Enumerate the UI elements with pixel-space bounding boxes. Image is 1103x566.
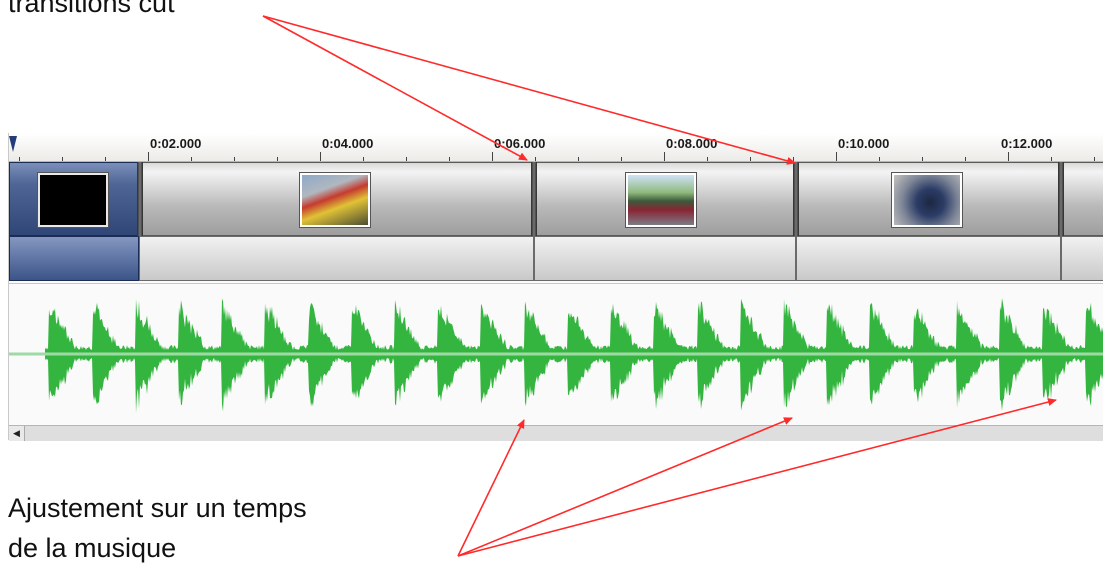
ruler-tick	[793, 157, 794, 161]
ruler-tick	[750, 157, 751, 161]
ruler-tick	[191, 157, 192, 161]
overlay-clip[interactable]	[139, 236, 534, 281]
ruler-tick	[19, 157, 20, 161]
ruler-tick	[234, 157, 235, 161]
video-clip[interactable]	[1061, 162, 1103, 236]
ruler-label: 0:12.000	[1001, 136, 1053, 151]
ruler-tick	[1094, 157, 1095, 161]
ruler-label: 0:04.000	[322, 136, 374, 151]
ruler-label: 0:10.000	[838, 136, 890, 151]
ruler-tick	[578, 157, 579, 161]
ruler-tick	[1008, 152, 1009, 161]
overlay-clip[interactable]	[1061, 236, 1103, 281]
ruler-tick	[621, 157, 622, 161]
ruler-tick	[965, 157, 966, 161]
clip-thumbnail	[38, 173, 108, 227]
ruler-tick	[148, 152, 149, 161]
clip-thumbnail	[892, 173, 962, 227]
cut-transition[interactable]	[531, 162, 537, 236]
ruler-tick	[62, 157, 63, 161]
ruler-tick	[277, 157, 278, 161]
ruler-tick	[320, 152, 321, 161]
scroll-left-icon[interactable]: ◀	[9, 426, 25, 441]
ruler-tick	[492, 152, 493, 161]
ruler-tick	[363, 157, 364, 161]
ruler-tick	[105, 157, 106, 161]
audio-track[interactable]	[9, 283, 1103, 424]
video-clip[interactable]	[140, 162, 534, 236]
cut-transition[interactable]	[137, 162, 143, 236]
ruler-label: 0:06.000	[494, 136, 546, 151]
ruler-tick	[535, 157, 536, 161]
overlay-clip[interactable]	[796, 236, 1061, 281]
annotation-beat-adjust-line2: de la musique	[8, 533, 177, 563]
timeline: 0:02.000 0:04.000 0:06.000 0:08.000 0:10…	[8, 133, 1103, 441]
ruler-tick	[1051, 157, 1052, 161]
ruler-tick	[449, 157, 450, 161]
ruler-tick	[922, 157, 923, 161]
overlay-clip-selected[interactable]	[9, 236, 139, 281]
time-ruler[interactable]: 0:02.000 0:04.000 0:06.000 0:08.000 0:10…	[9, 133, 1103, 162]
cut-transition[interactable]	[793, 162, 799, 236]
video-clip[interactable]	[796, 162, 1061, 236]
waveform-shape	[45, 298, 1103, 413]
playhead-marker[interactable]	[9, 136, 17, 152]
ruler-label: 0:02.000	[150, 136, 202, 151]
overlay-clip[interactable]	[534, 236, 796, 281]
video-track	[9, 162, 1103, 236]
horizontal-scrollbar[interactable]: ◀	[9, 425, 1103, 441]
annotation-beat-adjust-line1: Ajustement sur un temps	[8, 493, 307, 523]
ruler-tick	[707, 157, 708, 161]
annotation-transitions-cut: transitions cut	[8, 0, 175, 18]
audio-waveform	[9, 298, 1103, 413]
clip-thumbnail	[626, 173, 696, 227]
clip-thumbnail	[300, 173, 370, 227]
video-clip[interactable]	[534, 162, 796, 236]
ruler-tick	[879, 157, 880, 161]
ruler-tick	[664, 152, 665, 161]
ruler-tick	[406, 157, 407, 161]
ruler-label: 0:08.000	[666, 136, 718, 151]
cut-transition[interactable]	[1058, 162, 1064, 236]
overlay-track	[9, 236, 1103, 281]
video-clip-selected[interactable]	[9, 162, 140, 236]
ruler-tick	[836, 152, 837, 161]
